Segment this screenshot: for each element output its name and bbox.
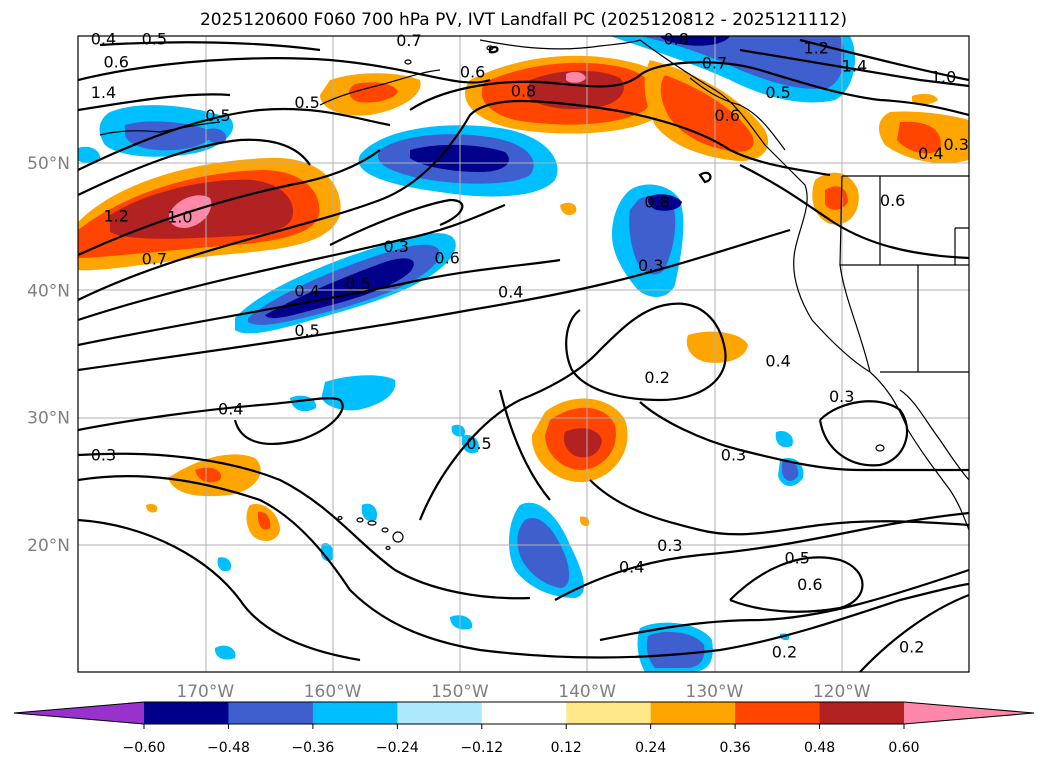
- colorbar-cell: [735, 702, 821, 724]
- contour-label: 0.4: [218, 400, 243, 419]
- contour-label: 0.6: [103, 52, 128, 71]
- colorbar-tick-label: 0.36: [720, 740, 751, 756]
- contour-label: 0.5: [294, 321, 319, 340]
- contour-label: 0.5: [294, 93, 319, 112]
- colorbar-cell: [312, 702, 398, 724]
- lon-tick-label: 150°W: [431, 682, 489, 702]
- colorbar-tick-label: −0.12: [460, 740, 503, 756]
- lat-tick-label: 50°N: [27, 154, 70, 174]
- contour-label: 1.2: [804, 38, 829, 57]
- colorbar-tick-label: 0.12: [551, 740, 582, 756]
- colorbar-cell: [481, 702, 567, 724]
- coastlines: [99, 39, 969, 531]
- contour-label: 0.8: [664, 30, 689, 49]
- map-frame: [77, 35, 970, 673]
- contour-label: 0.4: [91, 30, 116, 49]
- contour-label: 1.2: [103, 206, 128, 225]
- colorbar-tick-label: 0.60: [888, 740, 919, 756]
- lon-tick-label: 170°W: [176, 682, 234, 702]
- ivt-contours: [78, 38, 969, 672]
- colorbar-tick-label: −0.24: [376, 740, 419, 756]
- contour-label: 0.3: [657, 536, 682, 555]
- contour-labels: 0.4 0.5 0.7 0.8 1.21.41.00.60.60.80.70.50.30…: [91, 30, 969, 662]
- colorbar-under-arrow: [14, 702, 144, 724]
- contour-label: 0.8: [644, 192, 669, 211]
- colorbar-cell: [397, 702, 483, 724]
- contour-label: 0.5: [345, 274, 370, 293]
- contour-label: 0.3: [638, 256, 663, 275]
- contour-label: 0.7: [396, 31, 421, 50]
- contour-label: 0.4: [619, 557, 644, 576]
- contour-label: 0.3: [944, 135, 969, 154]
- lon-tick-label: 160°W: [304, 682, 362, 702]
- contour-label: 0.3: [829, 387, 854, 406]
- lat-tick-label: 40°N: [27, 281, 70, 301]
- contour-label: 0.2: [772, 643, 797, 662]
- contour-label: 0.5: [142, 30, 167, 49]
- lat-tick-label: 30°N: [27, 409, 70, 429]
- contour-label: 1.4: [91, 83, 116, 102]
- contour-label: 0.5: [784, 549, 809, 568]
- colorbar-tick-label: 0.24: [635, 740, 666, 756]
- colorbar-ticks: −0.60 −0.48 −0.36 −0.24 −0.12 0.12 0.24 0.36 0.4…: [123, 724, 920, 756]
- contour-label: 0.6: [797, 575, 822, 594]
- colorbar-cell: [819, 702, 905, 724]
- page-title: 2025120600 F060 700 hPa PV, IVT Landfall…: [199, 10, 847, 30]
- colorbar-cells: [144, 702, 905, 724]
- colorbar-over-arrow: [904, 702, 1034, 724]
- contour-label: 1.4: [842, 56, 867, 75]
- contour-label: 0.4: [918, 144, 943, 163]
- contour-label: 0.5: [765, 83, 790, 102]
- colorbar-cell: [228, 702, 314, 724]
- contour-label: 0.4: [294, 281, 319, 300]
- contour-label: 0.7: [142, 250, 167, 269]
- axis-labels: 170°W 160°W 150°W 140°W 130°W 120°W 20°N 30°N 40…: [27, 154, 871, 702]
- contour-label: 0.6: [880, 191, 905, 210]
- islands: [337, 45, 885, 551]
- contour-label: 0.2: [899, 638, 924, 657]
- contour-label: 0.5: [205, 106, 230, 125]
- contour-label: 0.4: [765, 351, 790, 370]
- contour-label: 0.6: [714, 106, 739, 125]
- contour-label: 0.2: [644, 368, 669, 387]
- lon-tick-label: 120°W: [813, 682, 871, 702]
- colorbar-tick-label: −0.36: [291, 740, 334, 756]
- lon-tick-label: 140°W: [558, 682, 616, 702]
- contour-label: 0.3: [91, 445, 116, 464]
- colorbar-cell: [650, 702, 736, 724]
- contour-label: 0.4: [498, 283, 523, 302]
- contour-label: 0.7: [702, 54, 727, 73]
- lat-tick-label: 20°N: [27, 536, 70, 556]
- colorbar-tick-label: −0.48: [207, 740, 250, 756]
- pv-shading: [78, 36, 969, 672]
- contour-label: 0.3: [721, 445, 746, 464]
- contour-label: 1.0: [167, 208, 192, 227]
- contour-label: 1.0: [931, 68, 956, 87]
- contour-label: 0.8: [511, 82, 536, 101]
- colorbar-tick-label: −0.60: [123, 740, 166, 756]
- contour-label: 0.5: [466, 434, 491, 453]
- contour-label: 0.3: [383, 237, 408, 256]
- colorbar: −0.60 −0.48 −0.36 −0.24 −0.12 0.12 0.24 0.36 0.4…: [13, 701, 1035, 756]
- colorbar-tick-label: 0.48: [804, 740, 835, 756]
- colorbar-cell: [144, 702, 229, 724]
- contour-label: 0.6: [460, 63, 485, 82]
- contour-label: 0.6: [434, 248, 459, 267]
- colorbar-cell: [566, 702, 652, 724]
- lon-tick-label: 130°W: [686, 682, 744, 702]
